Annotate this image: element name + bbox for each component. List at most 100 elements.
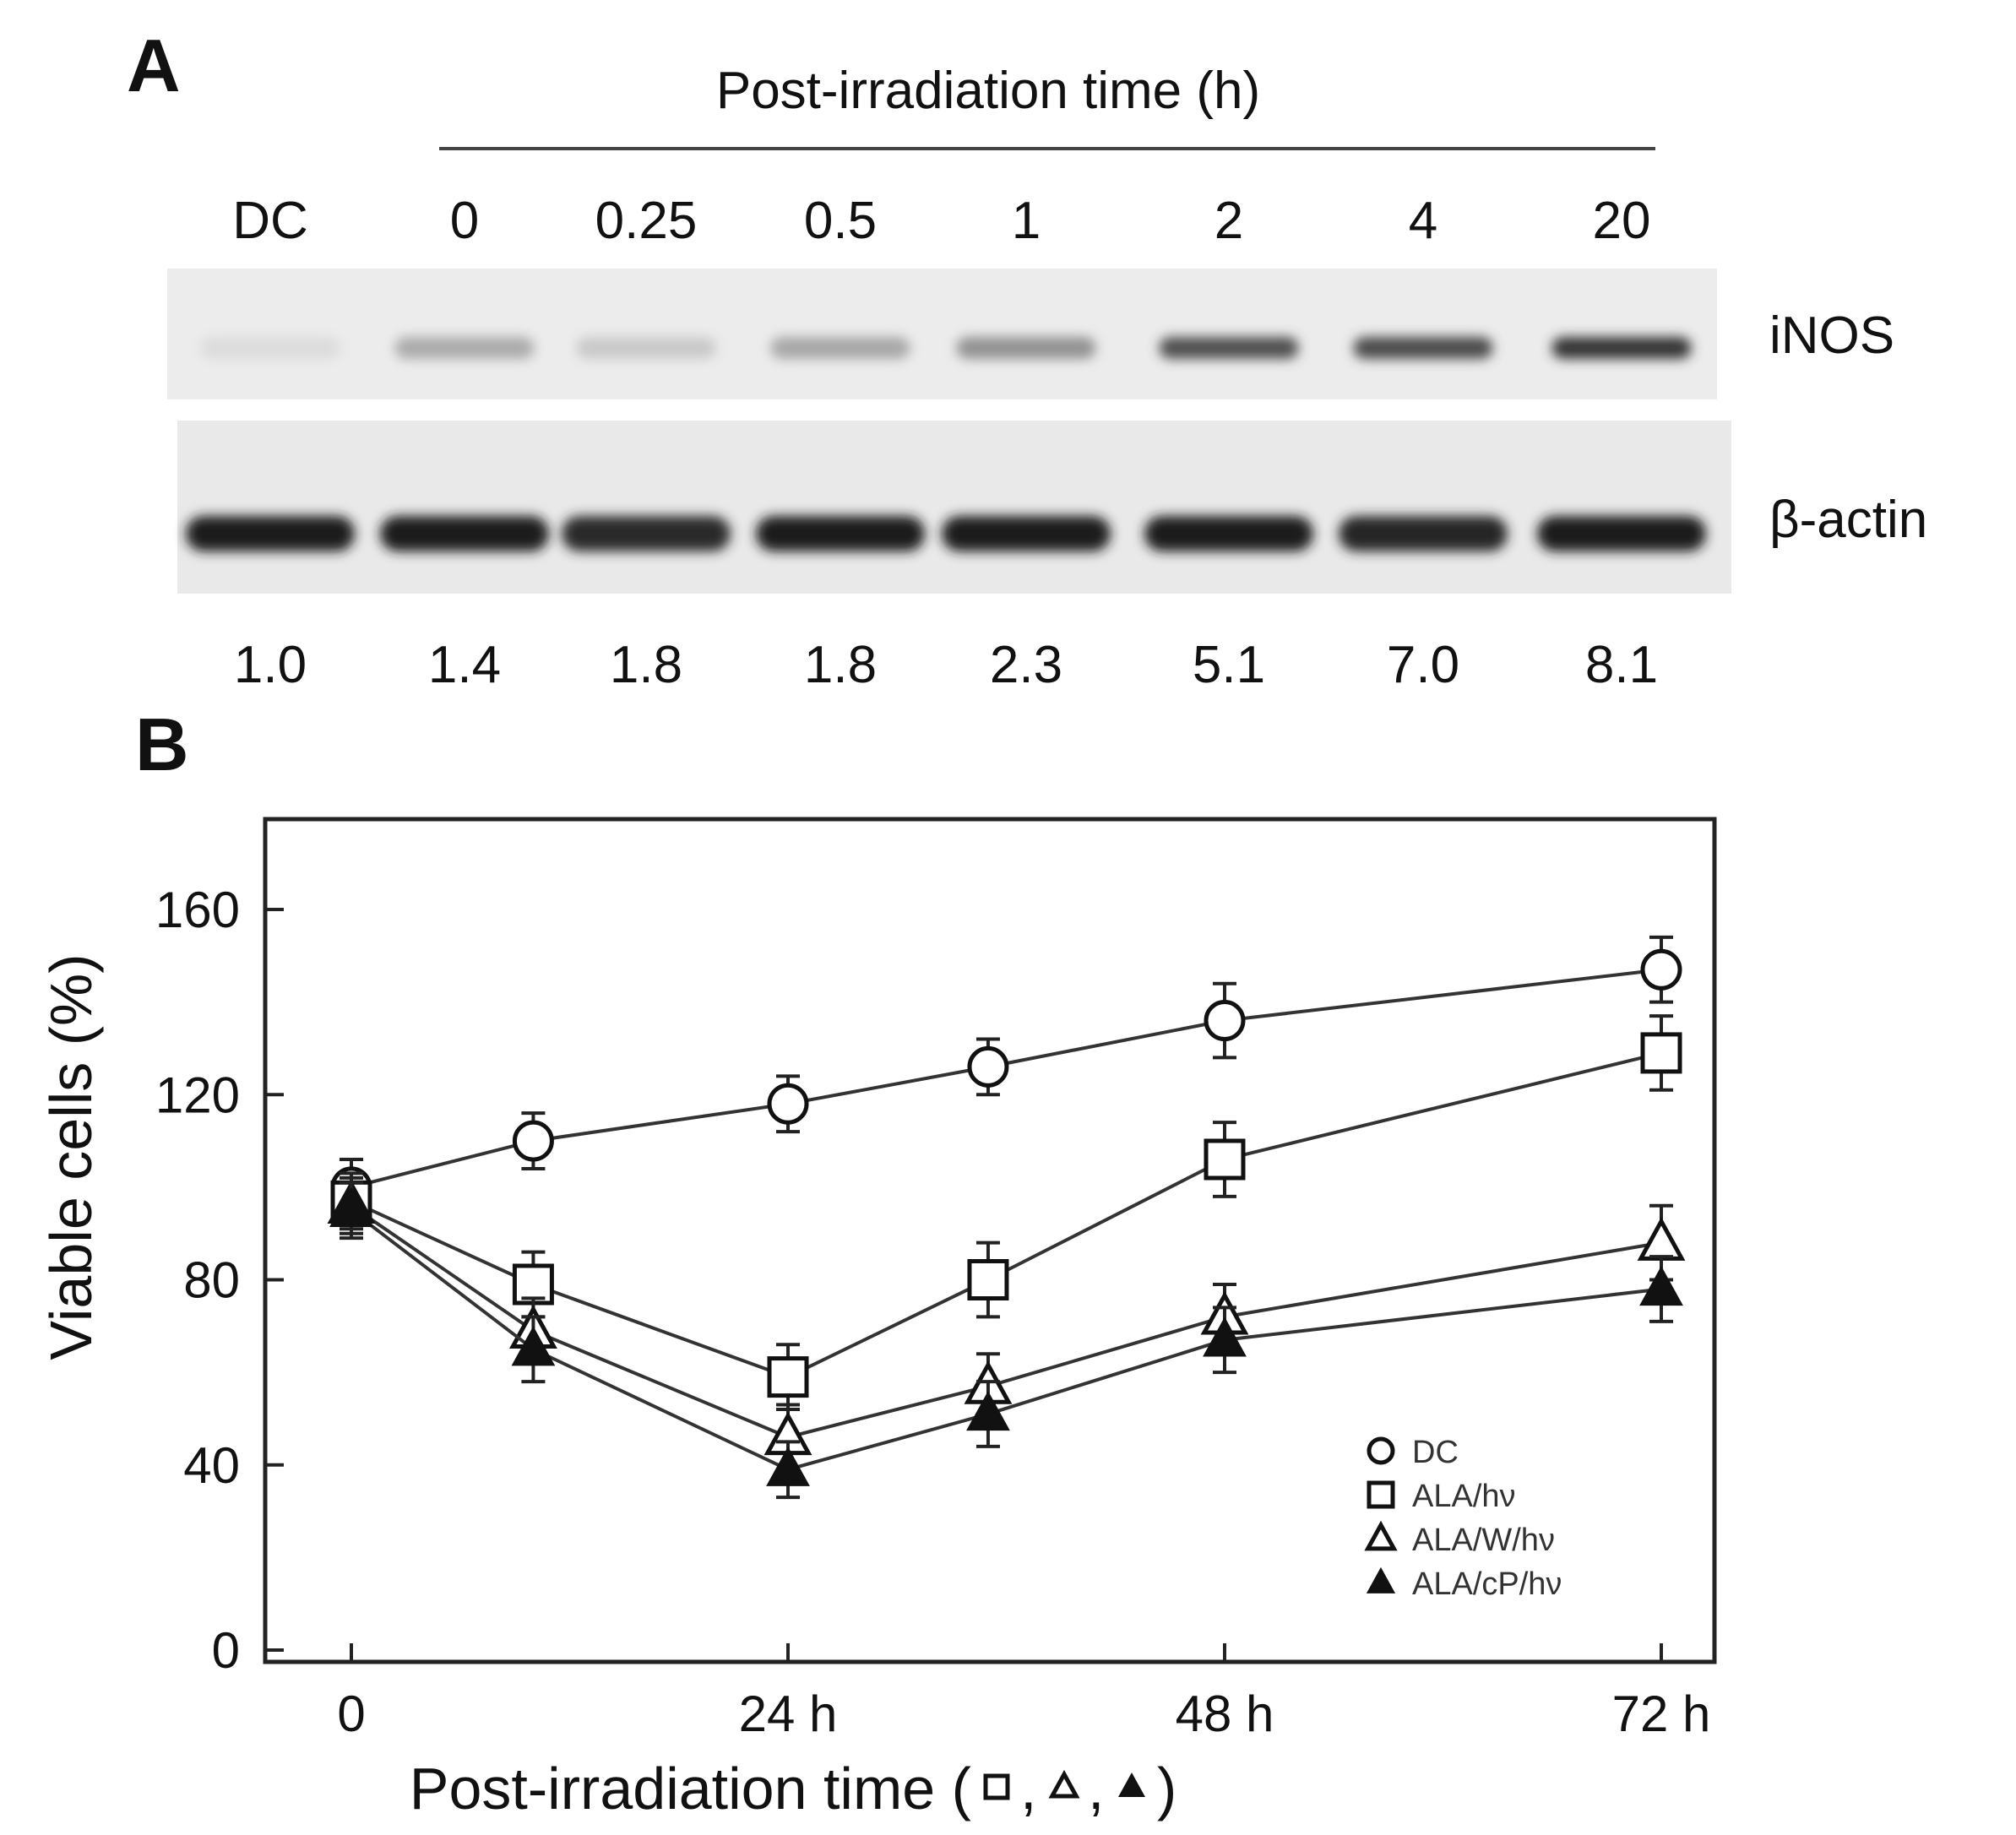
- inos-band: [200, 337, 340, 359]
- x-tick-label: 48 h: [1176, 1686, 1274, 1742]
- ratio-label: 1.8: [804, 636, 877, 694]
- lane-label: 2: [1214, 192, 1243, 250]
- data-point: [1204, 1138, 1246, 1181]
- inos-band: [1159, 337, 1299, 359]
- data-point: [329, 1186, 373, 1227]
- data-point: [1639, 1266, 1683, 1306]
- actin-membrane: [177, 421, 1731, 594]
- data-point: [1203, 1317, 1247, 1357]
- x-axis-title: Post-irradiation time ( ,,): [410, 1756, 1177, 1821]
- actin-band: [1537, 516, 1706, 551]
- y-tick-label: 80: [183, 1252, 240, 1309]
- inos-band: [576, 337, 716, 359]
- x-title-comma: ,: [1088, 1756, 1104, 1821]
- data-point: [1204, 1000, 1246, 1042]
- panel-b-label: B: [135, 703, 189, 786]
- legend-label: DC: [1412, 1435, 1459, 1470]
- ratio-label: 1.8: [610, 636, 682, 694]
- plot-frame: [263, 817, 1717, 1664]
- x-tick-label: 72 h: [1612, 1686, 1711, 1742]
- inos-band: [770, 337, 910, 359]
- ratio-label: 1.0: [234, 636, 307, 694]
- lane-label: 4: [1409, 192, 1437, 250]
- legend-label: ALA/hν: [1412, 1479, 1516, 1514]
- ratio-labels: 1.0 1.4 1.8 1.8 2.3 5.1 7.0 8.1: [234, 636, 1658, 694]
- series-0: [330, 935, 1682, 1217]
- ratio-label: 8.1: [1585, 636, 1658, 694]
- y-tick-label: 0: [212, 1622, 240, 1679]
- inos-band: [1551, 337, 1692, 359]
- legend-label: ALA/W/hν: [1412, 1523, 1555, 1558]
- legend: DC ALA/hν ALA/W/hν ALA/cP/hν: [1364, 1435, 1562, 1602]
- legend-marker: [1364, 1520, 1398, 1551]
- legend-marker: [1367, 1436, 1395, 1465]
- blot-header: Post-irradiation time (h): [716, 62, 1260, 120]
- panel-a-label: A: [127, 24, 181, 107]
- actin-band: [942, 516, 1111, 551]
- series-layer: [327, 935, 1686, 1500]
- legend-label: ALA/cP/hν: [1412, 1566, 1562, 1602]
- series-line: [350, 1051, 1662, 1379]
- ratio-label: 1.4: [428, 636, 501, 694]
- actin-band: [562, 516, 731, 551]
- actin-label: β-actin: [1769, 491, 1927, 549]
- panel-b-chart: B 0 40 80 120 160 0 24 h 48 h 72 h Viable cells…: [38, 703, 1717, 1821]
- data-point: [767, 1083, 809, 1125]
- y-axis: 0 40 80 120 160: [155, 882, 284, 1679]
- lane-label: 1: [1012, 192, 1041, 250]
- data-point: [767, 1356, 809, 1398]
- x-axis: 0 24 h 48 h 72 h: [337, 1643, 1710, 1742]
- y-axis-title: Viable cells (%): [38, 953, 104, 1360]
- ratio-label: 5.1: [1193, 636, 1265, 694]
- x-title-symbol: [1048, 1769, 1080, 1799]
- lane-labels: DC 0 0.25 0.5 1 2 4 20: [232, 192, 1650, 250]
- data-point: [1637, 1217, 1686, 1261]
- y-tick-label: 160: [155, 882, 240, 938]
- data-point: [1640, 1032, 1682, 1074]
- inos-band: [1353, 337, 1493, 359]
- inos-band: [394, 337, 535, 359]
- data-point: [967, 1045, 1009, 1088]
- y-tick-label: 40: [183, 1437, 240, 1494]
- x-tick-label: 0: [337, 1686, 365, 1742]
- x-title-close: ): [1157, 1756, 1176, 1821]
- lane-label: 0: [450, 192, 479, 250]
- data-point: [512, 1120, 554, 1162]
- legend-marker: [1366, 1566, 1396, 1593]
- data-point: [766, 1446, 810, 1486]
- inos-band: [956, 337, 1096, 359]
- inos-membrane: [167, 269, 1717, 399]
- data-point: [511, 1326, 556, 1366]
- ratio-label: 2.3: [990, 636, 1062, 694]
- actin-band: [1144, 516, 1313, 551]
- data-point: [1640, 948, 1682, 991]
- actin-band: [380, 516, 549, 551]
- inos-label: iNOS: [1769, 307, 1894, 365]
- series-line: [350, 1208, 1662, 1472]
- lane-label: 0.5: [804, 192, 877, 250]
- panel-a-western-blot: A Post-irradiation time (h) DC 0 0.25 0.5 1 2…: [127, 24, 1927, 694]
- x-title-symbol: [1118, 1772, 1145, 1798]
- inos-bands: [200, 337, 1692, 359]
- actin-band: [1339, 516, 1508, 551]
- actin-band: [756, 516, 925, 551]
- x-axis-title-symbols: ,,): [983, 1756, 1176, 1821]
- lane-label: 0.25: [595, 192, 698, 250]
- ratio-label: 7.0: [1387, 636, 1459, 694]
- x-title-comma: ,: [1020, 1756, 1036, 1821]
- series-line: [350, 1204, 1662, 1439]
- legend-marker: [1367, 1480, 1395, 1509]
- x-axis-title-text: Post-irradiation time (: [410, 1756, 971, 1821]
- data-point: [966, 1391, 1010, 1431]
- y-tick-label: 120: [155, 1067, 240, 1123]
- x-title-symbol: [983, 1773, 1010, 1800]
- actin-bands: [186, 516, 1706, 551]
- x-tick-label: 24 h: [739, 1686, 838, 1742]
- lane-label: 20: [1593, 192, 1651, 250]
- actin-band: [186, 516, 355, 551]
- series-3: [329, 1181, 1683, 1500]
- series-line: [350, 968, 1662, 1189]
- data-point: [967, 1259, 1009, 1300]
- lane-label: DC: [232, 192, 308, 250]
